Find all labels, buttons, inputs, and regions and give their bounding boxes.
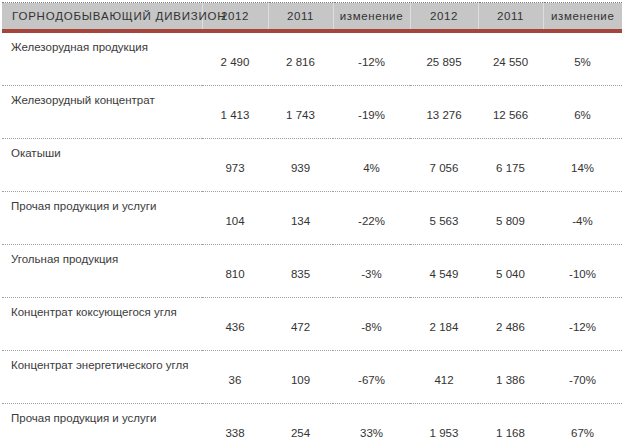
cell-value: 2 184 [410,298,478,351]
row-label: Угольная продукция [2,245,202,298]
row-label: Железорудный концентрат [2,86,202,139]
table-row: Концентрат энергетического угля 36 109 -… [2,351,622,404]
cell-value: 7 056 [410,139,478,192]
cell-change: -12% [543,298,622,351]
row-label: Прочая продукция и услуги [2,404,202,438]
mining-division-table-container: ГОРНОДОБЫВАЮЩИЙ ДИВИЗИОН 2012 2011 измен… [2,2,623,438]
table-row: Угольная продукция 810 835 -3% 4 549 5 0… [2,245,622,298]
cell-change: 4% [333,139,410,192]
cell-value: 835 [268,245,333,298]
row-label: Концентрат коксующегося угля [2,298,202,351]
cell-value: 810 [202,245,268,298]
cell-value: 1 386 [478,351,543,404]
cell-change: -67% [333,351,410,404]
cell-value: 338 [202,404,268,438]
cell-value: 36 [202,351,268,404]
cell-change: -22% [333,192,410,245]
cell-change: -10% [543,245,622,298]
cell-change: 6% [543,86,622,139]
cell-change: -19% [333,86,410,139]
col-header-change-second: изменение [543,3,622,32]
row-label: Прочая продукция и услуги [2,192,202,245]
table-body: Железорудная продукция 2 490 2 816 -12% … [2,31,622,438]
cell-change: -70% [543,351,622,404]
table-row: Прочая продукция и услуги 338 254 33% 1 … [2,404,622,438]
cell-value: 109 [268,351,333,404]
cell-change: -3% [333,245,410,298]
row-label: Железорудная продукция [2,31,202,86]
table-row: Концентрат коксующегося угля 436 472 -8%… [2,298,622,351]
cell-value: 6 175 [478,139,543,192]
cell-value: 1 168 [478,404,543,438]
cell-value: 939 [268,139,333,192]
cell-value: 24 550 [478,31,543,86]
cell-value: 436 [202,298,268,351]
cell-value: 4 549 [410,245,478,298]
table-row: Окатыши 973 939 4% 7 056 6 175 14% [2,139,622,192]
cell-value: 1 413 [202,86,268,139]
table-row: Железорудный концентрат 1 413 1 743 -19%… [2,86,622,139]
col-header-2011-first: 2011 [268,3,333,32]
cell-value: 12 566 [478,86,543,139]
cell-change: 33% [333,404,410,438]
cell-value: 472 [268,298,333,351]
cell-value: 254 [268,404,333,438]
cell-value: 1 743 [268,86,333,139]
cell-change: 67% [543,404,622,438]
cell-change: 14% [543,139,622,192]
cell-value: 13 276 [410,86,478,139]
cell-value: 412 [410,351,478,404]
table-header: ГОРНОДОБЫВАЮЩИЙ ДИВИЗИОН 2012 2011 измен… [2,3,622,32]
cell-value: 134 [268,192,333,245]
cell-change: -4% [543,192,622,245]
row-label: Окатыши [2,139,202,192]
cell-value: 104 [202,192,268,245]
cell-value: 5 809 [478,192,543,245]
row-label: Концентрат энергетического угля [2,351,202,404]
table-row: Железорудная продукция 2 490 2 816 -12% … [2,31,622,86]
col-header-2011-second: 2011 [478,3,543,32]
col-header-change-first: изменение [333,3,410,32]
cell-change: -12% [333,31,410,86]
table-row: Прочая продукция и услуги 104 134 -22% 5… [2,192,622,245]
cell-value: 1 953 [410,404,478,438]
mining-division-table: ГОРНОДОБЫВАЮЩИЙ ДИВИЗИОН 2012 2011 измен… [2,2,622,438]
cell-change: 5% [543,31,622,86]
col-header-2012-second: 2012 [410,3,478,32]
cell-value: 5 563 [410,192,478,245]
cell-value: 2 816 [268,31,333,86]
table-title: ГОРНОДОБЫВАЮЩИЙ ДИВИЗИОН [2,3,202,32]
cell-change: -8% [333,298,410,351]
cell-value: 5 040 [478,245,543,298]
cell-value: 25 895 [410,31,478,86]
header-row: ГОРНОДОБЫВАЮЩИЙ ДИВИЗИОН 2012 2011 измен… [2,3,622,32]
cell-value: 2 486 [478,298,543,351]
cell-value: 2 490 [202,31,268,86]
cell-value: 973 [202,139,268,192]
